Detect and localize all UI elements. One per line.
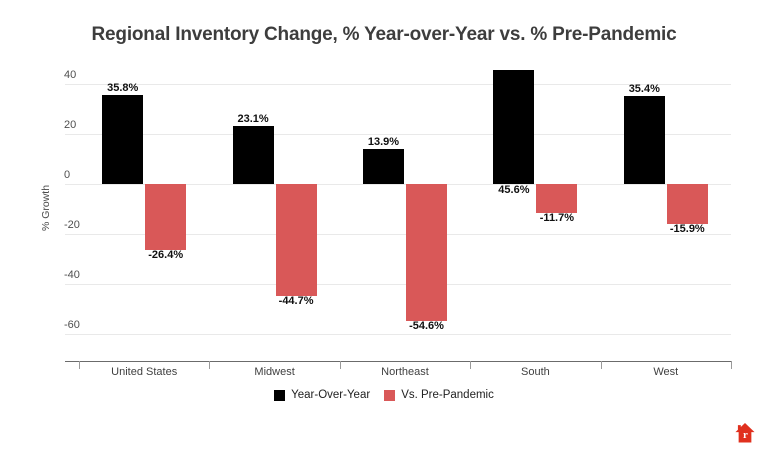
y-gridline--40 xyxy=(65,284,731,285)
y-gridline-40 xyxy=(65,84,731,85)
chart-title: Regional Inventory Change, % Year-over-Y… xyxy=(91,24,677,45)
bar-value-label: -26.4% xyxy=(148,249,184,261)
y-tick-label-20: 20 xyxy=(64,119,77,131)
category-label-united-states: United States xyxy=(111,366,178,378)
bar-west-1 xyxy=(666,184,708,224)
category-label-south: South xyxy=(521,366,550,378)
x-axis-tick xyxy=(600,361,602,369)
bar-united-states-0 xyxy=(102,94,144,184)
bar-west-0 xyxy=(623,95,665,184)
bar-south-1 xyxy=(536,184,578,214)
home-icon-shape xyxy=(735,423,755,443)
x-axis-tick xyxy=(209,361,211,369)
bar-value-label: -54.6% xyxy=(409,319,444,332)
bar-value-label: 45.6% xyxy=(498,184,530,196)
bar-midwest-1 xyxy=(275,184,317,296)
y-tick-label-40: 40 xyxy=(64,69,77,81)
category-label-west: West xyxy=(653,366,679,378)
y-tick-label--40: -40 xyxy=(64,269,80,281)
bar-value-label: 35.4% xyxy=(628,82,660,95)
legend-swatch xyxy=(274,389,286,401)
y-gridline-0 xyxy=(65,184,731,185)
legend-label: Year-Over-Year xyxy=(291,389,371,401)
legend-item-vs-pre-pandemic: Vs. Pre-Pandemic xyxy=(384,389,494,401)
x-axis-tick xyxy=(339,361,341,369)
bar-united-states-1 xyxy=(145,184,187,250)
category-label-midwest: Midwest xyxy=(254,366,295,378)
legend-swatch xyxy=(384,389,396,401)
bar-value-label: -44.7% xyxy=(278,294,314,307)
bar-value-label: 13.9% xyxy=(367,136,400,149)
bar-northeast-0 xyxy=(363,149,404,184)
legend-label: Vs. Pre-Pandemic xyxy=(401,389,494,401)
legend-item-year-over-year: Year-Over-Year xyxy=(274,389,370,401)
home-icon-letter: r xyxy=(743,429,748,441)
bar-value-label: 35.8% xyxy=(107,81,139,94)
category-label-northeast: Northeast xyxy=(381,366,429,378)
y-gridline--60 xyxy=(65,334,731,335)
chart-legend: Year-Over-Year Vs. Pre-Pandemic xyxy=(0,389,768,401)
bar-midwest-0 xyxy=(232,126,274,184)
bar-value-label: -11.7% xyxy=(539,212,575,225)
y-tick-label-0: 0 xyxy=(64,169,71,181)
bar-northeast-1 xyxy=(406,184,447,321)
y-axis-title: % Growth xyxy=(40,184,52,232)
y-tick-label--20: -20 xyxy=(64,219,80,231)
bar-value-label: 23.1% xyxy=(237,113,269,126)
x-axis-tick xyxy=(731,361,732,369)
bar-value-label: -15.9% xyxy=(669,222,705,235)
bar-south-0 xyxy=(493,70,535,184)
y-gridline--20 xyxy=(65,234,731,235)
y-tick-label--60: -60 xyxy=(64,319,80,331)
y-gridline-20 xyxy=(65,134,731,135)
realtor-home-icon: r xyxy=(735,422,755,444)
x-axis-tick xyxy=(470,361,472,369)
x-axis-line xyxy=(65,361,731,362)
x-axis-tick xyxy=(79,361,80,369)
